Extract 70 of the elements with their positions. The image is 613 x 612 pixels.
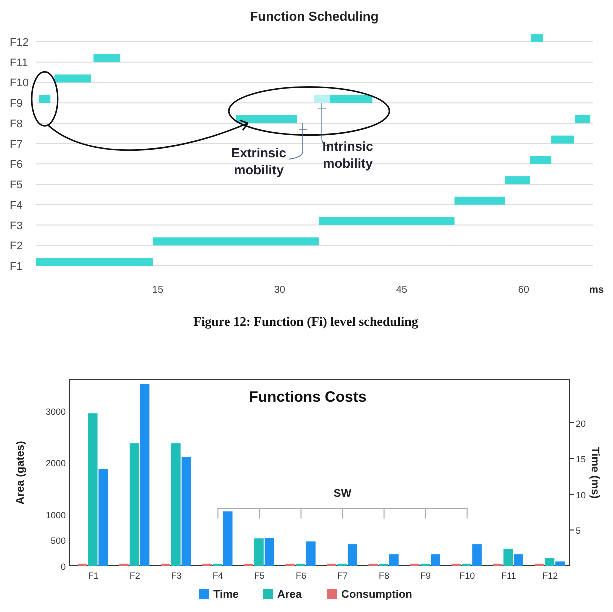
- y-tick-label: F7: [10, 138, 23, 151]
- y2-tick-label: 5: [576, 526, 582, 536]
- legend-label: Time: [214, 589, 239, 601]
- y-tick-label: F11: [10, 57, 28, 70]
- bar: [389, 554, 399, 566]
- x-tick-label: F1: [88, 571, 99, 581]
- bar: [54, 74, 92, 83]
- x-tick-label: F4: [212, 571, 224, 581]
- annotation: Extrinsic mobility: [232, 145, 286, 178]
- bar: [36, 258, 154, 266]
- y-tick-label: F1: [10, 261, 23, 273]
- y-tick-label: F9: [10, 98, 23, 110]
- y2-axis-title: Time (ms): [589, 447, 601, 500]
- bar: [431, 554, 440, 566]
- bar: [330, 95, 373, 104]
- y-tick-label: 500: [50, 536, 66, 546]
- x-tick-label: F3: [171, 571, 182, 581]
- y-tick-label: 2000: [46, 458, 66, 469]
- bar: [314, 95, 330, 104]
- bar: [306, 542, 316, 566]
- x-tick-label: 15: [152, 285, 164, 296]
- annotation: SW: [334, 488, 352, 500]
- bar: [531, 34, 544, 42]
- bar: [348, 544, 358, 566]
- y-tick-label: F3: [10, 220, 23, 232]
- x-tick-label: 30: [274, 285, 286, 296]
- annotation: Intrinsic mobility: [322, 139, 374, 172]
- y-tick-label: 3000: [46, 407, 66, 417]
- x-tick-label: F11: [501, 571, 516, 581]
- bar: [236, 115, 298, 124]
- caption: Figure 12: Function (Fi) level scheduling: [194, 314, 419, 329]
- bar: [552, 136, 574, 144]
- x-tick-label: F10: [460, 571, 476, 581]
- bar: [472, 544, 482, 566]
- y2-tick-label: 15: [576, 454, 586, 465]
- x-tick-label: F9: [420, 571, 432, 581]
- y-tick-label: 1000: [46, 510, 66, 520]
- y-tick-label: F12: [10, 37, 29, 49]
- legend-label: Consumption: [342, 589, 413, 601]
- y-tick-label: F10: [10, 78, 29, 90]
- x-tick-label: F12: [542, 571, 558, 581]
- y-tick-label: F4: [10, 200, 23, 212]
- bar: [153, 238, 319, 246]
- x-tick-label: 60: [518, 285, 530, 296]
- x-tick-label: 45: [396, 285, 408, 296]
- x-tick-label: F7: [338, 571, 348, 581]
- y-tick-label: 0: [60, 562, 66, 572]
- bar: [39, 95, 51, 104]
- bar: [505, 176, 530, 185]
- chart-title: Function Scheduling: [250, 9, 379, 24]
- y2-tick-label: 10: [576, 490, 586, 500]
- y2-tick-label: 20: [576, 418, 586, 429]
- y-tick-label: F6: [10, 159, 23, 172]
- y-axis-title: Area (gates): [15, 440, 27, 505]
- x-tick-label: F5: [254, 571, 265, 581]
- bar: [575, 115, 591, 124]
- text: Functions Costs: [249, 389, 367, 406]
- bar: [223, 512, 233, 566]
- y-tick-label: F2: [10, 240, 23, 253]
- x-tick-label: F2: [130, 571, 140, 581]
- x-tick-label: F8: [379, 571, 390, 581]
- x-tick-label: F6: [296, 571, 306, 581]
- y-tick-label: F5: [10, 180, 23, 192]
- bar: [94, 54, 121, 62]
- bar: [318, 217, 455, 226]
- legend-label: Area: [278, 589, 303, 601]
- x-axis-title: ms: [590, 285, 604, 296]
- y-tick-label: F8: [10, 118, 23, 130]
- bar: [454, 196, 506, 205]
- bar: [530, 156, 552, 164]
